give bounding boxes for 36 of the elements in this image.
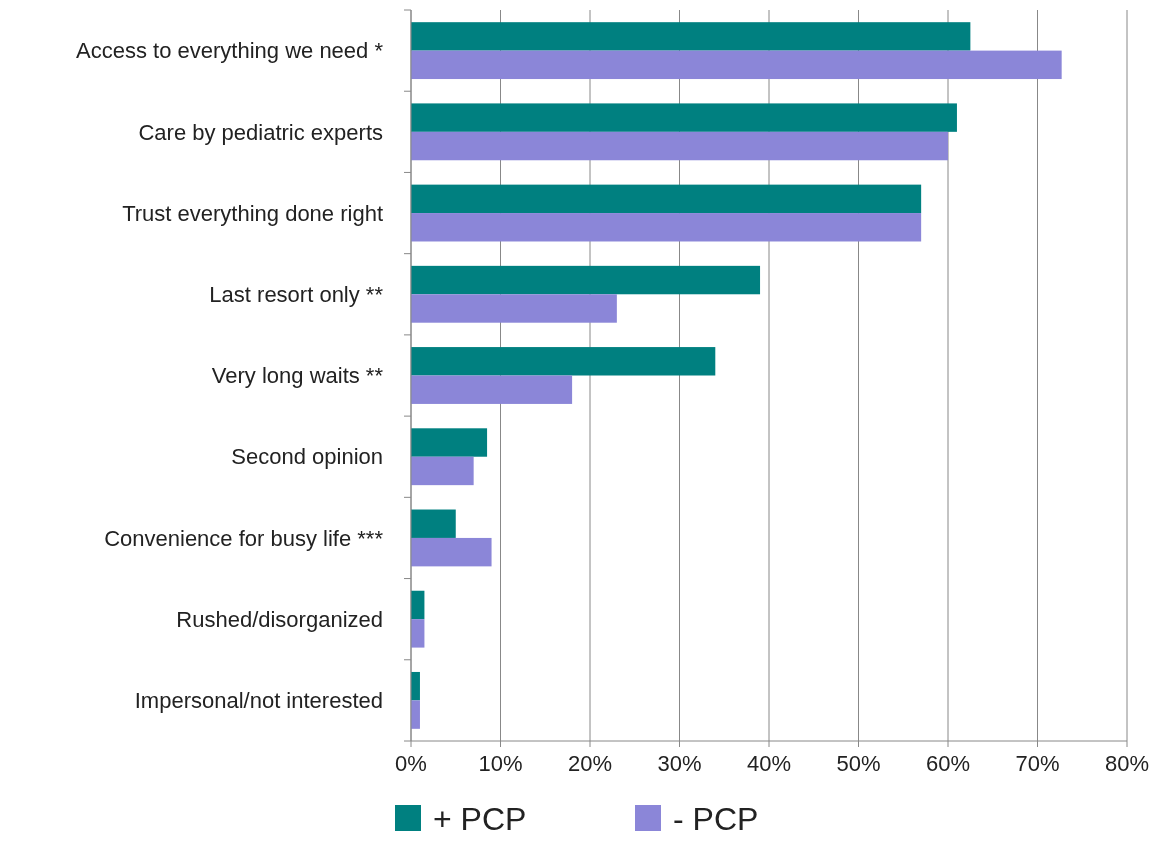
bar [411,22,971,51]
bar [411,375,573,404]
x-tick-label: 40% [746,751,792,776]
y-tick-label: Last resort only ** [209,281,384,307]
bar [411,294,617,323]
bar [411,347,716,376]
x-tick-label: 10% [478,751,523,776]
y-tick-label: Convenience for busy life *** [104,525,384,551]
x-tick-label: 30% [657,751,702,776]
x-tick-label: 80% [1104,751,1150,776]
y-tick-label: Trust everything done right [122,200,383,226]
y-tick-label: Impersonal/not interested [134,688,383,714]
x-tick-label: 0% [395,751,427,776]
bar [411,537,492,567]
bar [411,184,922,214]
x-tick-label: 70% [1015,751,1060,776]
x-tick-label: 50% [836,751,881,776]
bar [411,213,922,242]
bar [411,50,1062,80]
y-tick-label: Access to everything we need * [76,38,384,64]
bar [411,509,456,538]
y-tick-label: Very long waits ** [211,363,384,389]
y-tick-label: Care by pediatric experts [138,119,383,145]
bar [411,456,474,486]
bar [411,265,761,295]
legend-label: - PCP [673,801,759,838]
bar [411,428,488,457]
legend-label: + PCP [433,801,527,838]
y-tick-label: Rushed/disorganized [176,606,383,632]
x-tick-label: 60% [925,751,971,776]
bar [411,131,948,161]
x-tick-label: 20% [567,751,613,776]
bar [411,700,420,729]
bar [411,103,957,132]
y-tick-label: Second opinion [231,444,383,470]
bar [411,619,425,648]
